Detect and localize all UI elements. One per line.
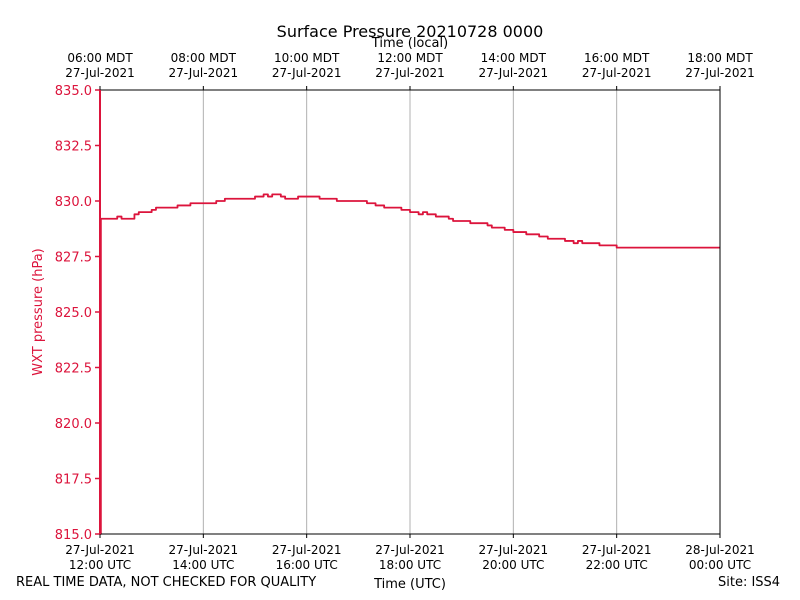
x-tick-label-top: 10:00 MDT 27-Jul-2021 [272,51,342,80]
y-tick-label: 820.0 [55,417,92,432]
x-tick-label-top-line: 27-Jul-2021 [479,66,549,80]
x-tick-label-top-line: 27-Jul-2021 [169,66,239,80]
x-tick-label-bottom-line: 20:00 UTC [482,558,544,572]
x-tick-label-top: 16:00 MDT 27-Jul-2021 [582,51,652,80]
x-tick-label-top-line: 27-Jul-2021 [582,66,652,80]
x-tick-label-top-line: 18:00 MDT [687,51,753,65]
x-tick-label-bottom-line: 12:00 UTC [69,558,131,572]
y-tick-label: 825.0 [55,306,92,321]
x-tick-label-bottom: 27-Jul-2021 12:00 UTC [65,543,135,572]
x-tick-label-bottom-line: 00:00 UTC [689,558,751,572]
x-tick-label-top-line: 14:00 MDT [481,51,547,65]
data-quality-note: REAL TIME DATA, NOT CHECKED FOR QUALITY [16,575,317,590]
x-tick-label-bottom: 27-Jul-2021 22:00 UTC [582,543,652,572]
x-tick-label-top-line: 16:00 MDT [584,51,650,65]
y-tick-label: 832.5 [55,140,92,155]
y-tick-label: 817.5 [55,473,92,488]
top-x-axis-label: Time (local) [371,36,448,51]
x-tick-label-top-line: 06:00 MDT [67,51,133,65]
x-tick-label-top: 18:00 MDT 27-Jul-2021 [685,51,755,80]
x-tick-label-bottom-line: 27-Jul-2021 [169,543,239,557]
y-tick-label: 827.5 [55,251,92,266]
y-tick-label: 835.0 [55,84,92,99]
x-tick-label-bottom-line: 27-Jul-2021 [479,543,549,557]
series-layer [99,193,720,535]
bottom-x-axis-label: Time (UTC) [373,577,446,592]
y-axis-label: WXT pressure (hPa) [31,248,46,376]
x-tick-label-bottom: 28-Jul-2021 00:00 UTC [685,543,755,572]
x-tick-label-bottom-line: 27-Jul-2021 [65,543,135,557]
x-tick-label-top-line: 27-Jul-2021 [685,66,755,80]
site-label: Site: ISS4 [718,575,781,590]
x-tick-label-bottom: 27-Jul-2021 14:00 UTC [169,543,239,572]
x-tick-label-top: 12:00 MDT 27-Jul-2021 [375,51,445,80]
x-tick-label-top-line: 27-Jul-2021 [65,66,135,80]
gridlines [202,90,618,534]
x-tick-label-bottom-line: 27-Jul-2021 [582,543,652,557]
x-tick-label-bottom-line: 27-Jul-2021 [375,543,445,557]
x-tick-label-bottom-line: 22:00 UTC [586,558,648,572]
x-tick-label-top: 06:00 MDT 27-Jul-2021 [65,51,135,80]
chart-title: Surface Pressure 20210728 0000 [277,22,544,41]
y-tick-label: 815.0 [55,528,92,543]
x-tick-label-top-line: 12:00 MDT [377,51,443,65]
y-tick-label: 830.0 [55,195,92,210]
x-tick-label-top: 08:00 MDT 27-Jul-2021 [169,51,239,80]
y-tick-label: 822.5 [55,362,92,377]
x-tick-label-bottom-line: 28-Jul-2021 [685,543,755,557]
x-tick-label-bottom-line: 27-Jul-2021 [272,543,342,557]
x-tick-label-top: 14:00 MDT 27-Jul-2021 [479,51,549,80]
pressure-series-line [99,193,720,535]
x-tick-label-bottom: 27-Jul-2021 18:00 UTC [375,543,445,572]
x-tick-label-top-line: 10:00 MDT [274,51,340,65]
x-tick-label-top-line: 08:00 MDT [171,51,237,65]
x-tick-label-bottom: 27-Jul-2021 16:00 UTC [272,543,342,572]
x-tick-label-top-line: 27-Jul-2021 [272,66,342,80]
x-tick-label-bottom-line: 16:00 UTC [276,558,338,572]
x-tick-label-bottom-line: 18:00 UTC [379,558,441,572]
x-tick-label-bottom-line: 14:00 UTC [172,558,234,572]
x-tick-label-bottom: 27-Jul-2021 20:00 UTC [479,543,549,572]
x-tick-label-top-line: 27-Jul-2021 [375,66,445,80]
